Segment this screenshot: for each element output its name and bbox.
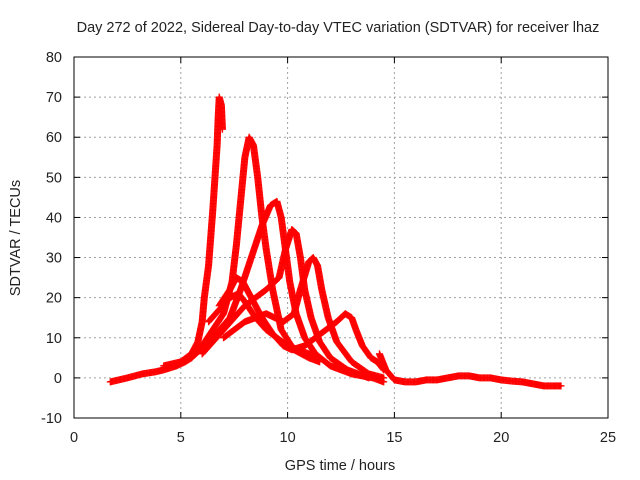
- series-track-30: [220, 254, 388, 382]
- y-tick-label: 70: [46, 90, 62, 106]
- y-tick-label: -10: [41, 411, 62, 427]
- series-track-25: [215, 274, 388, 374]
- plot-frame: [73, 56, 609, 419]
- series-tail: [375, 350, 565, 390]
- chart-title: Day 272 of 2022, Sidereal Day-to-day VTE…: [77, 20, 600, 36]
- y-tick-label: 30: [46, 251, 62, 267]
- x-axis-label: GPS time / hours: [285, 458, 395, 474]
- grid: [74, 57, 608, 418]
- data-marks: [106, 93, 565, 390]
- y-tick-label: 0: [54, 371, 62, 387]
- y-tick-label: 80: [46, 50, 62, 66]
- y-tick-label: 40: [46, 210, 62, 226]
- x-tick-label: 25: [600, 430, 616, 446]
- y-tick-label: 50: [46, 170, 62, 186]
- axis-ticks: [73, 56, 609, 419]
- y-axis-label: SDTVAR / TECUs: [8, 180, 24, 296]
- axis-tick-labels: 0 5 10 15 20 25 -10 0 10 20 30 40 50 60 70 80: [41, 50, 616, 446]
- x-tick-label: 20: [493, 430, 509, 446]
- x-tick-label: 0: [70, 430, 78, 446]
- y-tick-label: 60: [46, 130, 62, 146]
- series-track-20: [205, 290, 324, 362]
- y-tick-label: 10: [46, 331, 62, 347]
- x-tick-label: 15: [386, 430, 402, 446]
- x-tick-label: 10: [280, 430, 296, 446]
- y-tick-label: 20: [46, 291, 62, 307]
- x-tick-label: 5: [177, 430, 185, 446]
